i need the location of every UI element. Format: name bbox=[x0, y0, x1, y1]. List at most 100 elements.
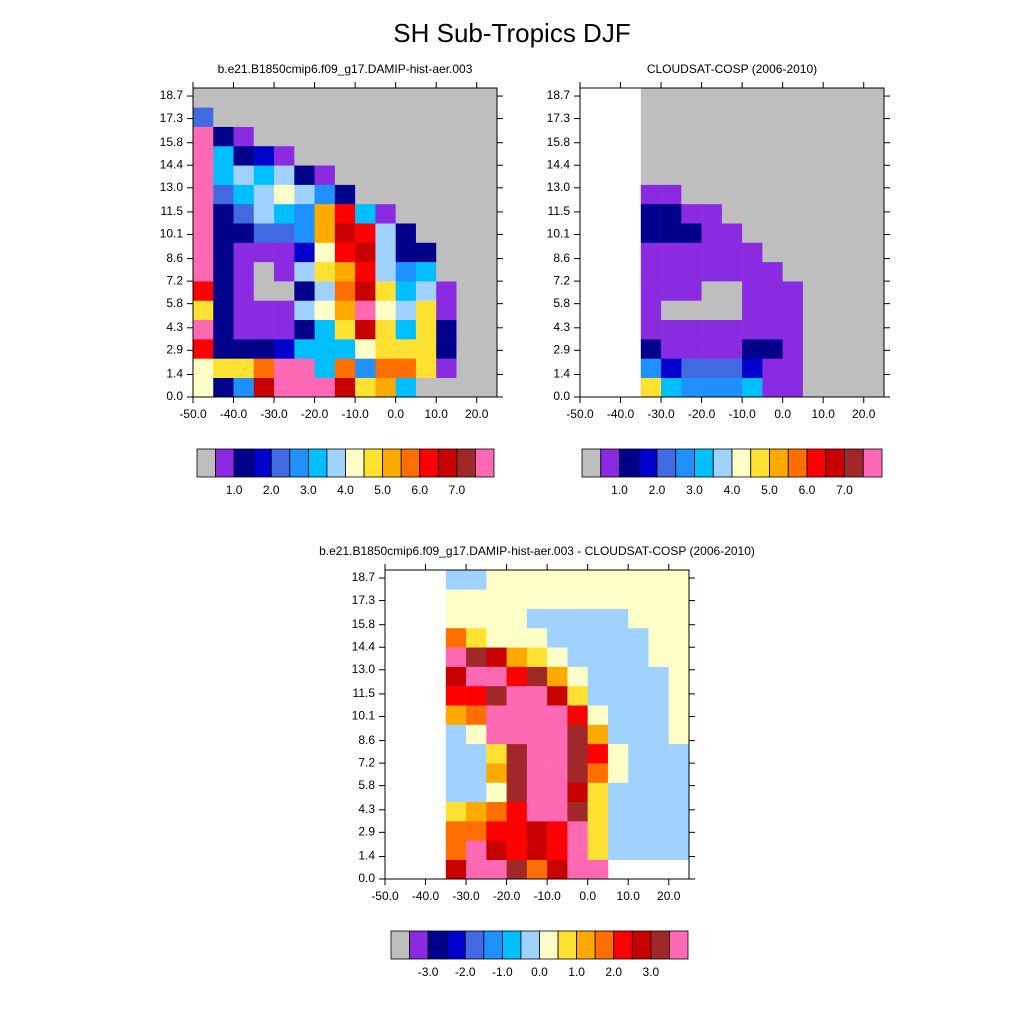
cell bbox=[802, 223, 824, 243]
cell bbox=[782, 203, 804, 224]
y-tick-label: 8.6 bbox=[166, 251, 183, 265]
cell bbox=[721, 261, 743, 282]
y-tick-label: 1.4 bbox=[553, 367, 570, 381]
cell bbox=[193, 261, 214, 282]
cell bbox=[456, 281, 478, 301]
cell bbox=[640, 319, 662, 340]
colorbar-box bbox=[731, 448, 752, 478]
cell bbox=[863, 319, 885, 340]
y-tick-label: 0.0 bbox=[553, 389, 570, 403]
cell bbox=[607, 608, 629, 629]
cell bbox=[547, 782, 568, 803]
cell bbox=[294, 319, 315, 340]
colorbar-label: 7.0 bbox=[449, 483, 466, 497]
colorbar-label: 7.0 bbox=[836, 483, 853, 497]
cell bbox=[843, 88, 865, 108]
y-tick-label: 0.0 bbox=[166, 389, 183, 403]
cell bbox=[233, 126, 255, 147]
cell bbox=[213, 377, 234, 398]
cell bbox=[415, 300, 437, 321]
cell bbox=[526, 705, 548, 725]
colorbar-box bbox=[769, 448, 789, 478]
cell bbox=[526, 782, 548, 803]
cell bbox=[213, 300, 234, 321]
cell bbox=[742, 339, 763, 359]
cell bbox=[436, 300, 457, 321]
cell bbox=[762, 242, 783, 263]
cell bbox=[668, 743, 690, 764]
cell bbox=[415, 126, 437, 147]
cell bbox=[355, 107, 376, 127]
cell bbox=[843, 126, 865, 147]
cell bbox=[436, 107, 457, 127]
cell bbox=[355, 223, 376, 243]
cell bbox=[526, 821, 548, 841]
cell bbox=[526, 666, 548, 687]
cell bbox=[506, 821, 528, 841]
cell bbox=[721, 126, 743, 147]
cell bbox=[213, 339, 234, 359]
plot-frame bbox=[579, 87, 885, 398]
colorbar-label: 1.0 bbox=[611, 483, 628, 497]
cell bbox=[701, 281, 723, 301]
cell bbox=[445, 724, 467, 745]
cell bbox=[294, 88, 315, 108]
cell bbox=[661, 339, 682, 359]
cell bbox=[294, 203, 315, 224]
cell bbox=[668, 801, 690, 822]
cell bbox=[661, 319, 682, 340]
cell bbox=[486, 859, 507, 880]
cell bbox=[486, 685, 507, 706]
colorbar-box bbox=[307, 448, 328, 478]
cell bbox=[701, 261, 723, 282]
cell bbox=[334, 126, 356, 147]
cell bbox=[355, 88, 376, 108]
cell bbox=[762, 145, 783, 166]
colorbar-box bbox=[844, 448, 864, 478]
cell bbox=[843, 107, 865, 127]
y-tick-label: 4.3 bbox=[553, 320, 570, 334]
cell bbox=[415, 261, 437, 282]
x-tick-label: -20.0 bbox=[688, 407, 716, 421]
cell bbox=[782, 165, 804, 185]
colorbar-box bbox=[712, 448, 733, 478]
cell bbox=[782, 300, 804, 321]
cell bbox=[506, 627, 528, 648]
cell bbox=[802, 281, 824, 301]
cell bbox=[294, 339, 315, 359]
cell bbox=[253, 165, 275, 185]
cell bbox=[486, 840, 507, 860]
cell bbox=[395, 184, 417, 205]
cell bbox=[802, 339, 824, 359]
cell bbox=[456, 242, 478, 263]
cell bbox=[640, 88, 662, 108]
cell bbox=[681, 281, 702, 301]
cell bbox=[701, 300, 723, 321]
cell bbox=[375, 300, 396, 321]
x-tick-label: -40.0 bbox=[607, 407, 635, 421]
cell bbox=[233, 242, 255, 263]
y-tick-label: 17.3 bbox=[160, 111, 184, 125]
cell bbox=[640, 242, 662, 263]
cell bbox=[863, 184, 885, 205]
cell bbox=[193, 223, 214, 243]
colorbar-box bbox=[637, 448, 658, 478]
cell bbox=[193, 107, 214, 127]
y-tick-label: 14.4 bbox=[352, 639, 376, 653]
cell bbox=[526, 647, 548, 667]
cell bbox=[782, 339, 804, 359]
cell bbox=[213, 261, 234, 282]
y-tick-label: 13.0 bbox=[547, 180, 571, 194]
cell bbox=[762, 165, 783, 185]
cell bbox=[314, 242, 336, 263]
cell bbox=[701, 107, 723, 127]
cell bbox=[274, 300, 295, 321]
cell bbox=[395, 145, 417, 166]
cell bbox=[253, 377, 275, 398]
x-tick-label: 0.0 bbox=[579, 889, 596, 903]
cell bbox=[607, 840, 629, 860]
cell bbox=[395, 126, 417, 147]
cell bbox=[661, 88, 682, 108]
cell bbox=[782, 358, 804, 378]
cell bbox=[334, 281, 356, 301]
